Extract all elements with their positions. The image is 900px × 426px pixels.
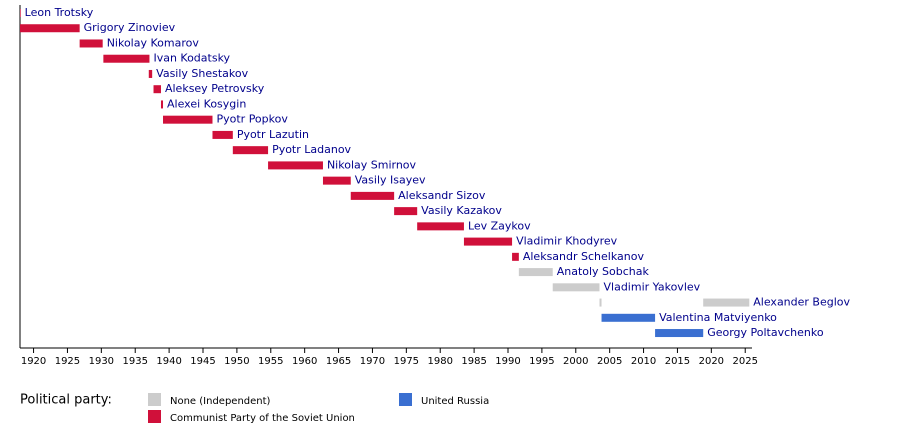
x-tick-label: 1930 xyxy=(89,356,114,367)
x-tick-label: 1985 xyxy=(461,356,486,367)
office-holder-label: Alexander Beglov xyxy=(753,296,850,309)
x-tick-label: 1920 xyxy=(21,356,46,367)
office-holder-label: Aleksey Petrovsky xyxy=(165,82,265,95)
term-bar xyxy=(79,39,103,48)
x-tick-label: 2010 xyxy=(631,356,656,367)
office-holder-label: Alexei Kosygin xyxy=(167,97,246,110)
office-holder-label: Pyotr Popkov xyxy=(216,113,288,126)
term-bar xyxy=(20,9,21,17)
office-holder-label: Ivan Kodatsky xyxy=(153,52,230,65)
x-tick-label: 1925 xyxy=(55,356,80,367)
office-holder-label: Vladimir Khodyrev xyxy=(516,235,618,248)
term-bar xyxy=(103,54,150,63)
x-tick-label: 2020 xyxy=(699,356,724,367)
office-holder-label: Vladimir Yakovlev xyxy=(604,280,701,293)
term-bar xyxy=(394,207,418,216)
office-holder-label: Pyotr Lazutin xyxy=(237,128,309,141)
term-bar xyxy=(599,298,602,307)
x-tick-label: 1935 xyxy=(122,356,147,367)
office-holder-label: Valentina Matviyenko xyxy=(659,311,777,324)
x-tick-label: 1980 xyxy=(427,356,452,367)
x-tick-label: 1995 xyxy=(529,356,554,367)
office-holder-label: Vasily Shestakov xyxy=(156,67,248,80)
term-bar xyxy=(20,24,80,33)
x-tick-label: 2025 xyxy=(732,356,757,367)
legend-swatch xyxy=(399,393,412,406)
term-bar xyxy=(350,191,395,200)
x-tick-label: 1990 xyxy=(495,356,520,367)
office-holder-label: Georgy Poltavchenko xyxy=(707,326,824,339)
office-holder-label: Aleksandr Sizov xyxy=(398,189,486,202)
x-tick-label: 1955 xyxy=(258,356,283,367)
x-tick-label: 1975 xyxy=(394,356,419,367)
x-tick-label: 1965 xyxy=(326,356,351,367)
x-tick-label: 2015 xyxy=(665,356,690,367)
office-holder-label: Leon Trotsky xyxy=(25,6,94,19)
term-bar xyxy=(163,115,213,124)
legend-title: Political party: xyxy=(20,393,112,408)
term-bar xyxy=(160,100,164,109)
legend-swatch xyxy=(148,393,161,406)
term-bar xyxy=(552,283,600,292)
office-holder-label: Lev Zaykov xyxy=(468,219,531,232)
term-bar xyxy=(417,222,464,231)
legend-label: Communist Party of the Soviet Union xyxy=(170,413,355,424)
term-bar xyxy=(232,146,269,155)
term-bar xyxy=(655,329,704,338)
x-tick-label: 1940 xyxy=(156,356,181,367)
office-holder-label: Vasily Kazakov xyxy=(421,204,502,217)
office-holder-label: Grigory Zinoviev xyxy=(84,21,176,34)
office-holder-label: Vasily Isayev xyxy=(355,174,426,187)
term-bar xyxy=(322,176,351,185)
term-bar xyxy=(463,237,513,246)
term-bar xyxy=(153,85,161,94)
x-tick-label: 1945 xyxy=(190,356,215,367)
term-bar xyxy=(148,69,153,78)
office-holder-label: Nikolay Komarov xyxy=(107,36,200,49)
term-bar xyxy=(703,298,750,307)
office-holder-label: Pyotr Ladanov xyxy=(272,143,351,156)
legend-label: None (Independent) xyxy=(170,396,271,407)
x-tick-label: 1970 xyxy=(360,356,385,367)
office-holder-label: Aleksandr Schelkanov xyxy=(523,250,645,263)
term-bar xyxy=(212,130,233,139)
x-tick-label: 2005 xyxy=(597,356,622,367)
office-holder-label: Anatoly Sobchak xyxy=(557,265,650,278)
x-tick-label: 1960 xyxy=(292,356,317,367)
term-bar xyxy=(518,268,553,277)
term-bar xyxy=(268,161,323,170)
legend-label: United Russia xyxy=(421,396,489,407)
term-bar xyxy=(601,313,656,322)
term-bar xyxy=(512,252,519,261)
legend-swatch xyxy=(148,410,161,423)
office-holder-label: Nikolay Smirnov xyxy=(327,158,417,171)
x-tick-label: 2000 xyxy=(563,356,588,367)
x-tick-label: 1950 xyxy=(224,356,249,367)
